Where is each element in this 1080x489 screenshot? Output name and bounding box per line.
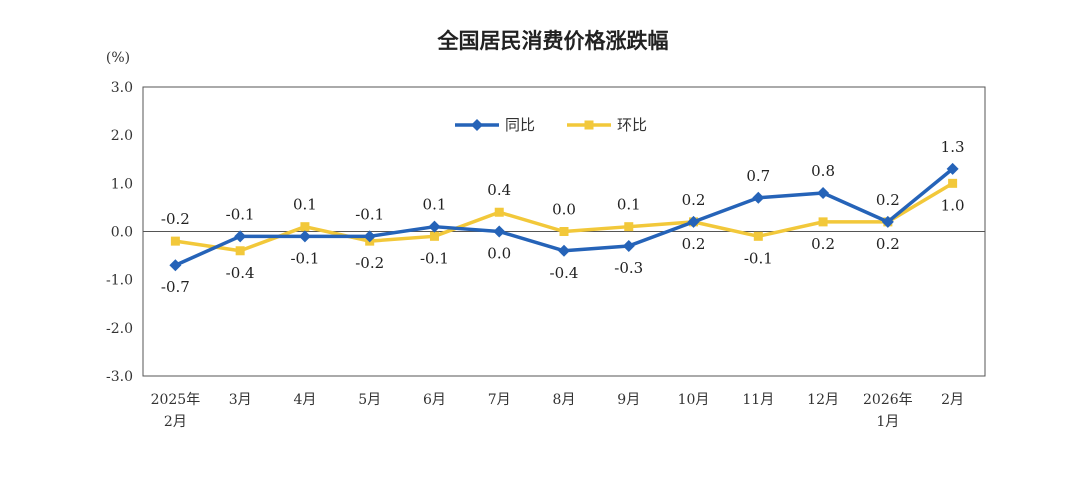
mom-data-label: 0.2	[811, 235, 835, 253]
y-tick-label: 0.0	[111, 225, 133, 241]
mom-point	[753, 231, 763, 241]
mom-point	[429, 231, 439, 241]
yoy-point	[169, 259, 182, 272]
yoy-point	[881, 215, 894, 228]
mom-data-label: -0.2	[355, 254, 384, 272]
yoy-point	[622, 239, 635, 252]
yoy-point	[298, 230, 311, 243]
x-tick-label: 3月	[229, 392, 252, 408]
y-tick-label: -2.0	[106, 321, 133, 337]
x-tick-label: 2025年	[151, 392, 201, 408]
mom-data-label: 0.0	[552, 201, 576, 219]
series-group	[169, 162, 959, 272]
y-tick-label: -1.0	[106, 273, 133, 289]
mom-data-label: 1.0	[941, 196, 965, 214]
mom-point	[624, 222, 634, 232]
mom-data-label: 0.1	[617, 196, 641, 214]
mom-data-label: -0.1	[420, 249, 449, 267]
mom-data-label: 0.2	[876, 235, 900, 253]
legend-label-mom: 环比	[617, 116, 647, 134]
yoy-data-label: -0.1	[226, 205, 255, 223]
x-tick-label: 1月	[876, 414, 899, 430]
mom-point	[818, 217, 828, 227]
yoy-point	[493, 225, 506, 238]
yoy-data-label: 0.8	[811, 162, 835, 180]
legend: 同比 环比	[455, 116, 647, 134]
yoy-point	[752, 191, 765, 204]
x-tick-label: 6月	[423, 392, 446, 408]
mom-data-label: 0.4	[487, 181, 511, 199]
yoy-data-label: -0.4	[550, 264, 579, 282]
x-tick-label: 11月	[742, 392, 774, 408]
x-tick-label: 9月	[617, 392, 640, 408]
mom-point	[235, 246, 245, 256]
legend-marker-mom	[584, 120, 594, 130]
mom-point	[170, 236, 180, 246]
x-tick-label: 4月	[293, 392, 316, 408]
yoy-data-label: 1.3	[941, 138, 965, 156]
yoy-point	[558, 244, 570, 257]
x-tick-label: 2026年	[863, 392, 913, 408]
yoy-data-label: 0.2	[682, 191, 706, 209]
x-tick-label: 5月	[358, 392, 381, 408]
mom-point	[559, 227, 569, 236]
yoy-data-label: -0.1	[355, 205, 384, 223]
yoy-data-label: 0.0	[487, 245, 511, 263]
yoy-point	[817, 186, 830, 199]
x-tick-label: 8月	[553, 392, 576, 408]
yoy-point	[363, 230, 376, 243]
yoy-data-label: 0.2	[876, 191, 900, 209]
yoy-point	[428, 220, 441, 233]
mom-data-label: -0.4	[226, 264, 255, 282]
x-tick-label: 10月	[678, 392, 710, 408]
yoy-point	[234, 230, 247, 243]
chart-title: 全国居民消费价格涨跌幅	[437, 29, 669, 53]
yoy-data-label: -0.7	[161, 278, 190, 296]
data-labels: -0.7 -0.2 -0.1 -0.4 -0.1 0.1 -0.1 -0.2 0.1 -0.1 0.…	[161, 138, 965, 296]
mom-point	[494, 207, 504, 217]
yoy-data-label: 0.7	[746, 167, 770, 185]
x-tick-labels: 2025年 2月 3月 4月 5月 6月 7月 8月 9月 10月 11月 12月 2026年 1月 2月	[151, 392, 965, 430]
y-axis-unit: (%)	[106, 50, 130, 66]
yoy-data-label: 0.1	[423, 196, 447, 214]
x-tick-label: 2月	[941, 392, 964, 408]
mom-data-label: 0.1	[293, 196, 317, 214]
y-tick-label: 2.0	[111, 128, 133, 144]
x-tick-label: 2月	[164, 414, 187, 430]
y-tick-label: -3.0	[106, 369, 133, 385]
mom-data-label: -0.1	[744, 249, 773, 267]
legend-marker-yoy	[471, 119, 483, 131]
x-tick-label: 12月	[807, 392, 839, 408]
yoy-data-label: -0.1	[290, 249, 319, 267]
mom-point	[300, 222, 310, 232]
x-tick-label: 7月	[488, 392, 511, 408]
mom-data-label: -0.2	[161, 210, 190, 228]
y-tick-label: 1.0	[111, 176, 133, 192]
y-tick-label: 3.0	[111, 80, 133, 96]
y-tick-labels: 3.0 2.0 1.0 0.0 -1.0 -2.0 -3.0	[106, 80, 133, 385]
legend-label-yoy: 同比	[505, 116, 535, 134]
mom-point	[948, 178, 958, 188]
mom-data-label: 0.2	[682, 235, 706, 253]
yoy-data-label: -0.3	[614, 259, 643, 277]
yoy-point	[687, 215, 700, 228]
yoy-point	[946, 162, 959, 175]
